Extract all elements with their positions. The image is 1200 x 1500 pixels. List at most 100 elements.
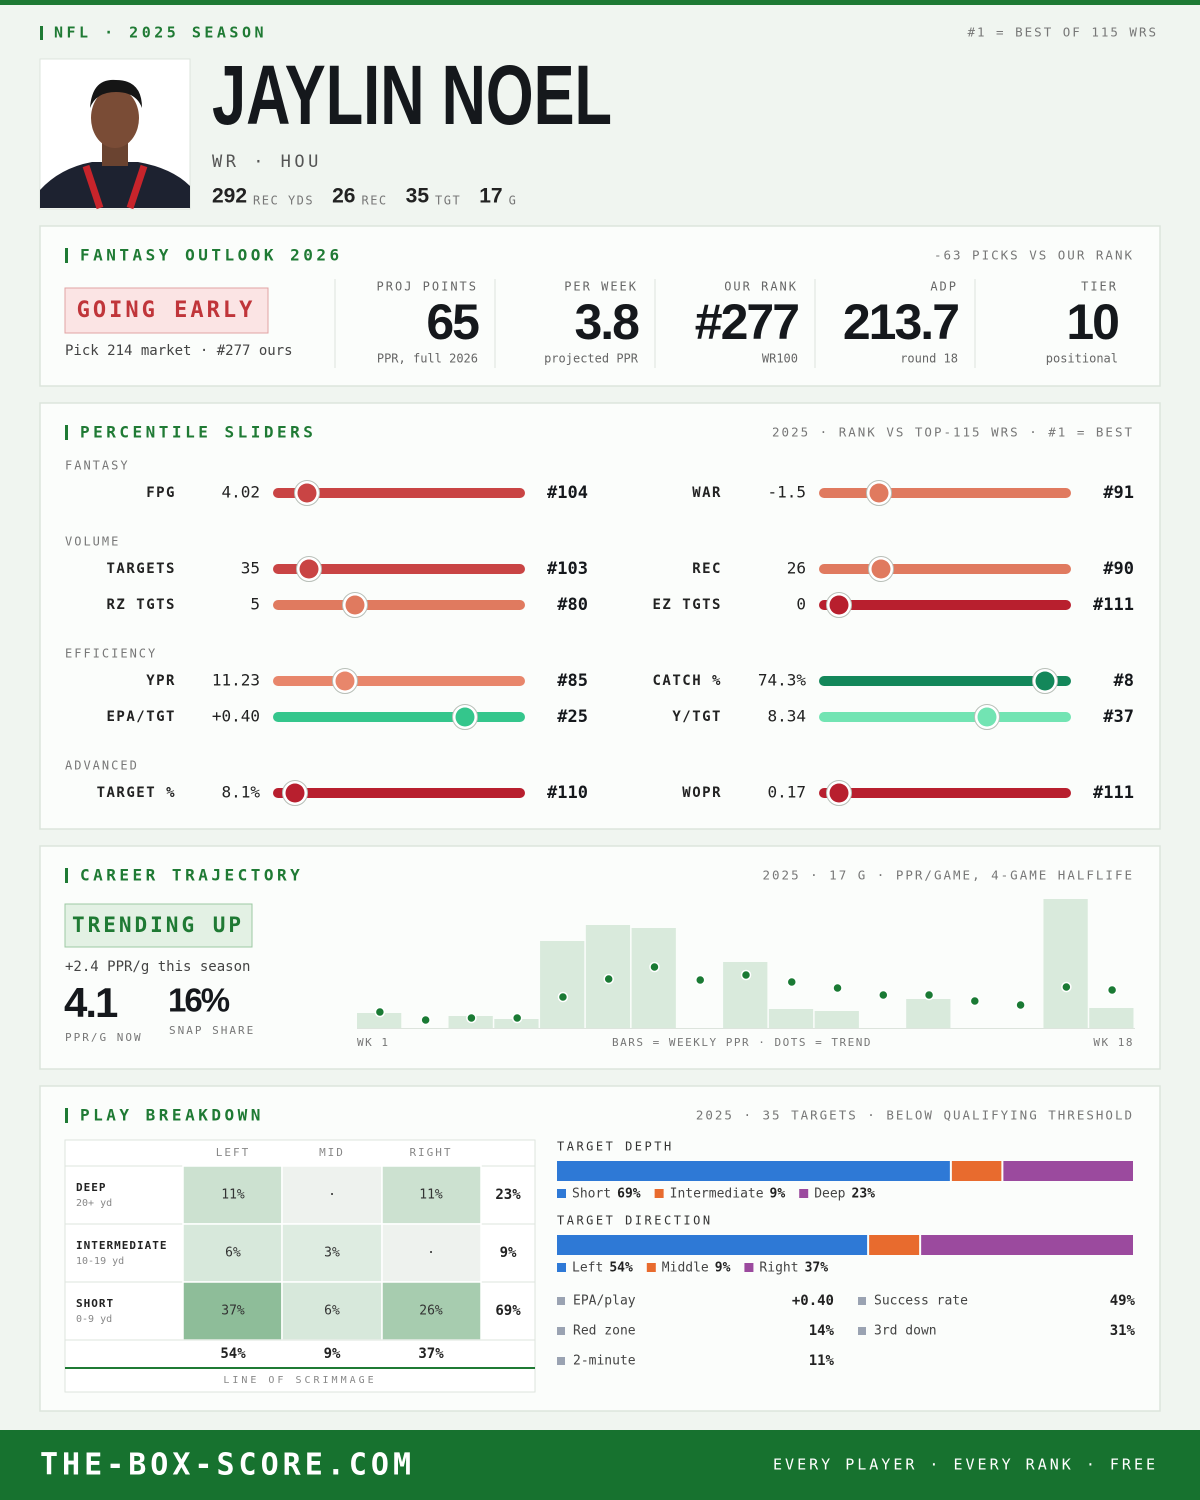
slider-knob xyxy=(297,483,317,503)
trend-dot xyxy=(420,1014,431,1026)
table-footer: LINE OF SCRIMMAGE xyxy=(223,1375,376,1386)
trend-dot xyxy=(1015,999,1026,1011)
metric-sub: WR100 xyxy=(762,352,798,366)
slider-track xyxy=(273,600,525,610)
legend-name: Left xyxy=(572,1261,603,1276)
metric-label: OUR RANK xyxy=(724,280,798,294)
column-header: LEFT xyxy=(216,1146,251,1159)
stat-swatch xyxy=(557,1357,565,1365)
slider-label: REC xyxy=(692,561,722,577)
slider-rank: #80 xyxy=(557,595,588,615)
slider-track xyxy=(819,564,1071,574)
zone-cell xyxy=(182,1281,283,1341)
slider-rank: #85 xyxy=(557,671,588,691)
trend-change: +2.4 PPR/g this season xyxy=(65,959,250,975)
tagline: EVERY PLAYER · EVERY RANK · FREE xyxy=(773,1456,1158,1474)
slider-track xyxy=(273,712,525,722)
legend-name: Short xyxy=(572,1187,611,1202)
metric-label: PROJ POINTS xyxy=(377,280,478,294)
chart-legend: BARS = WEEKLY PPR · DOTS = TREND xyxy=(612,1036,872,1049)
zone-value: · xyxy=(427,1246,435,1261)
trend-dot xyxy=(603,973,614,985)
metric-label: TIER xyxy=(1081,280,1118,294)
legend-swatch xyxy=(557,1263,566,1272)
section-title: PERCENTILE SLIDERS xyxy=(80,423,316,442)
site: THE-BOX-SCORE.COM xyxy=(40,1448,415,1483)
week-bar xyxy=(357,1013,402,1028)
slider-knob xyxy=(299,559,319,579)
slider-track xyxy=(819,488,1071,498)
slider-knob xyxy=(285,783,305,803)
zone-cell xyxy=(182,1223,283,1283)
slider-rank: #111 xyxy=(1093,783,1134,803)
zone-name: SHORT xyxy=(76,1297,114,1310)
legend-name: Right xyxy=(759,1261,798,1276)
slider-value: 8.34 xyxy=(767,707,806,726)
zone-value: 3% xyxy=(324,1246,340,1261)
stack-title: TARGET DEPTH xyxy=(557,1140,674,1154)
slider-label: FPG xyxy=(146,485,176,501)
percentile-card xyxy=(39,402,1161,830)
slider-knob xyxy=(977,707,997,727)
slider-track xyxy=(273,564,525,574)
marker xyxy=(40,26,43,40)
stat-swatch xyxy=(858,1297,866,1305)
zone-sub: 0-9 yd xyxy=(76,1314,112,1325)
legend-value: 54% xyxy=(609,1261,633,1276)
stack-segment xyxy=(951,1161,1002,1181)
trend-dot xyxy=(832,982,843,994)
slider-rank: #103 xyxy=(547,559,588,579)
section-note: -63 PICKS VS OUR RANK xyxy=(934,248,1134,263)
legend-name: Deep xyxy=(814,1187,845,1202)
stack-title: TARGET DIRECTION xyxy=(557,1214,713,1228)
slider-rank: #37 xyxy=(1103,707,1134,727)
stat-value: +0.40 xyxy=(792,1293,834,1309)
snap-share: 16% xyxy=(168,982,230,1019)
slider-rank: #110 xyxy=(547,783,588,803)
section-note: 2025 · 17 G · PPR/GAME, 4-GAME HALFLIFE xyxy=(763,868,1135,883)
slider-track xyxy=(273,676,525,686)
top-bar xyxy=(0,0,1200,5)
legend-value: 9% xyxy=(770,1187,786,1202)
section-title: CAREER TRAJECTORY xyxy=(80,866,303,885)
column-total: 54% xyxy=(220,1346,246,1362)
slider-track xyxy=(819,712,1071,722)
group-label: ADVANCED xyxy=(65,759,139,773)
stack-segment xyxy=(921,1235,1133,1255)
legend-value: 37% xyxy=(805,1261,829,1276)
metric-value: #277 xyxy=(695,294,798,350)
slider-knob xyxy=(871,559,891,579)
trend-dot xyxy=(969,995,981,1007)
zone-value: 11% xyxy=(221,1188,245,1203)
legend-name: Middle xyxy=(662,1261,709,1276)
metric-label: PER WEEK xyxy=(564,280,638,294)
zone-value: 6% xyxy=(324,1304,340,1319)
stack-segment xyxy=(869,1235,920,1255)
trend-dot xyxy=(1061,981,1072,993)
stat-label: REC YDS xyxy=(253,194,314,208)
stat-swatch xyxy=(557,1297,565,1305)
badge xyxy=(64,287,269,334)
slider-value: 5 xyxy=(250,595,260,614)
stack-segment xyxy=(1003,1161,1133,1181)
stack-segment xyxy=(557,1235,868,1255)
stat-label: Success rate xyxy=(874,1294,968,1309)
group-label: VOLUME xyxy=(65,535,120,549)
position: WR · HOU xyxy=(212,152,322,172)
stat-label: G xyxy=(509,194,518,208)
column-header: RIGHT xyxy=(409,1146,452,1159)
slider-value: 8.1% xyxy=(221,783,260,802)
metric-sub: round 18 xyxy=(900,352,958,366)
slider-label: WAR xyxy=(692,485,722,501)
section-title: FANTASY OUTLOOK 2026 xyxy=(80,246,343,265)
stat-value: 31% xyxy=(1110,1323,1136,1339)
slider-rank: #91 xyxy=(1103,483,1134,503)
section-note: 2025 · 35 TARGETS · BELOW QUALIFYING THR… xyxy=(696,1108,1134,1123)
slider-track xyxy=(273,788,525,798)
slider-label: RZ TGTS xyxy=(106,597,176,613)
column-header: MID xyxy=(319,1146,345,1159)
slider-label: WOPR xyxy=(682,785,722,801)
slider-knob xyxy=(829,595,849,615)
zone-value: 26% xyxy=(419,1304,443,1319)
